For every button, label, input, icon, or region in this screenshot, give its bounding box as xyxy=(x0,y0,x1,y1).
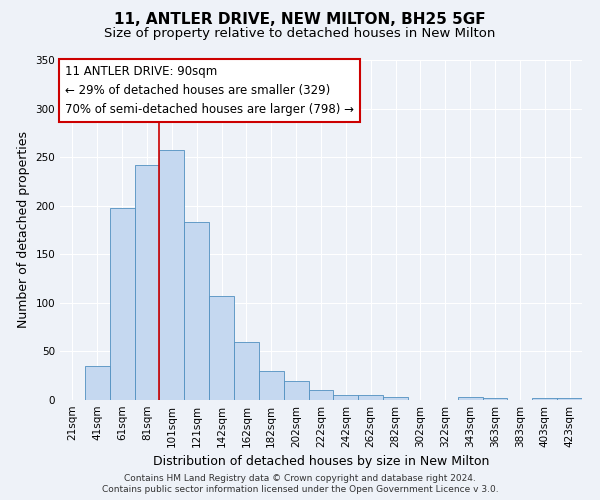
Bar xyxy=(85,366,110,400)
Text: Contains HM Land Registry data © Crown copyright and database right 2024.
Contai: Contains HM Land Registry data © Crown c… xyxy=(101,474,499,494)
Bar xyxy=(209,296,234,400)
Bar xyxy=(532,398,557,400)
Bar xyxy=(358,395,383,400)
X-axis label: Distribution of detached houses by size in New Milton: Distribution of detached houses by size … xyxy=(153,456,489,468)
Y-axis label: Number of detached properties: Number of detached properties xyxy=(17,132,30,328)
Bar xyxy=(184,222,209,400)
Text: 11, ANTLER DRIVE, NEW MILTON, BH25 5GF: 11, ANTLER DRIVE, NEW MILTON, BH25 5GF xyxy=(114,12,486,28)
Bar xyxy=(334,395,358,400)
Bar xyxy=(383,397,408,400)
Bar xyxy=(557,398,582,400)
Bar xyxy=(458,397,482,400)
Bar xyxy=(160,150,184,400)
Text: 11 ANTLER DRIVE: 90sqm
← 29% of detached houses are smaller (329)
70% of semi-de: 11 ANTLER DRIVE: 90sqm ← 29% of detached… xyxy=(65,65,354,116)
Bar xyxy=(308,390,334,400)
Bar xyxy=(234,342,259,400)
Bar xyxy=(284,380,308,400)
Text: Size of property relative to detached houses in New Milton: Size of property relative to detached ho… xyxy=(104,28,496,40)
Bar xyxy=(482,398,508,400)
Bar xyxy=(259,371,284,400)
Bar xyxy=(134,165,160,400)
Bar xyxy=(110,208,134,400)
